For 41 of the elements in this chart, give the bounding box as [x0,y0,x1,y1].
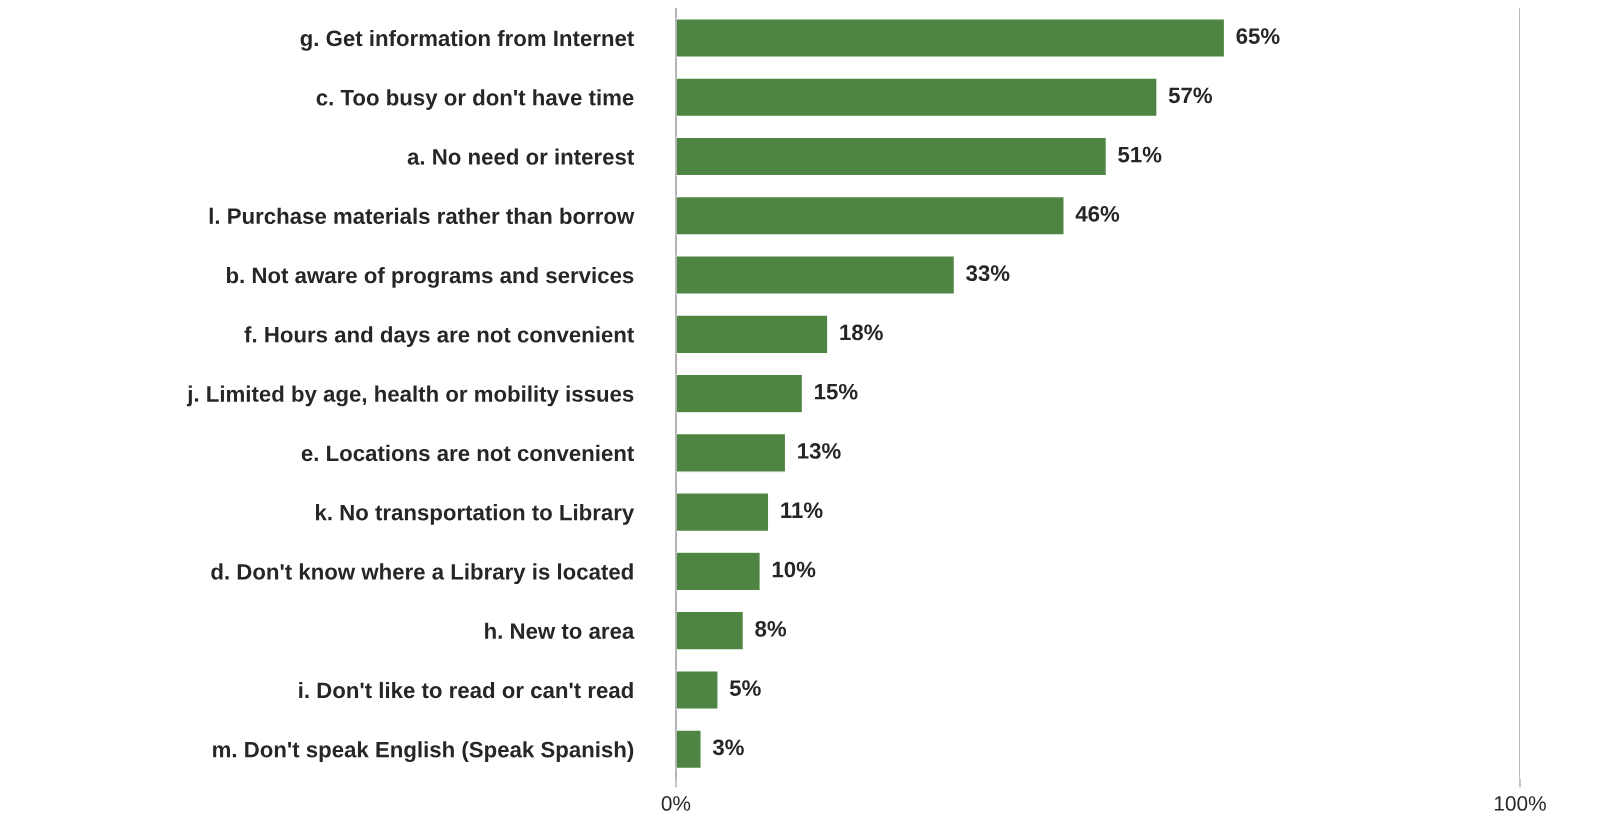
y-tick-label: h. New to area [485,622,635,639]
y-tick-label: b. Not aware of programs and services [226,267,634,288]
y-tick-label: l. Purchase materials rather than borrow [209,207,635,225]
data-label: 51% [1118,146,1162,163]
y-tick-label: d. Don't know where a Library is located [211,563,633,585]
data-label: 57% [1168,87,1213,104]
data-label: 18% [840,324,883,341]
bar [675,195,1065,236]
data-label: 33% [966,265,1010,282]
data-label: 15% [815,383,858,400]
bar [675,255,956,296]
y-tick-label: f. Hours and days are not convenient [244,326,634,347]
bar [675,373,804,414]
y-tick-label: g. Get information from Internet [300,29,634,51]
y-tick-label: k. No transportation to Library [316,504,635,525]
y-tick-label: e. Locations are not convenient [301,444,634,462]
data-label: 8% [755,620,787,637]
bar [675,610,745,651]
bar [675,314,829,355]
x-tick-label: 100% [1494,796,1546,811]
data-label: 13% [798,443,841,459]
bar [675,18,1226,58]
bar [675,551,762,592]
data-label: 65% [1236,28,1280,44]
bar [675,77,1158,118]
data-label: 11% [781,502,823,519]
data-label: 10% [772,561,816,578]
bar [675,136,1108,177]
x-tick-label: 0% [661,796,691,811]
y-tick-label: j. Limited by age, health or mobility issues [186,385,634,407]
data-label: 46% [1075,206,1120,222]
bar [675,492,770,533]
y-tick-label: c. Too busy or don't have time [316,89,634,110]
y-tick-label: a. No need or interest [407,148,634,165]
bar [675,729,702,770]
data-label: 3% [712,739,744,756]
bar [675,669,719,710]
y-tick-label: m. Don't speak English (Speak Spanish) [213,741,634,762]
bar [675,432,787,473]
data-label: 5% [729,680,761,696]
y-tick-label: i. Don't like to read or can't read [299,681,633,699]
